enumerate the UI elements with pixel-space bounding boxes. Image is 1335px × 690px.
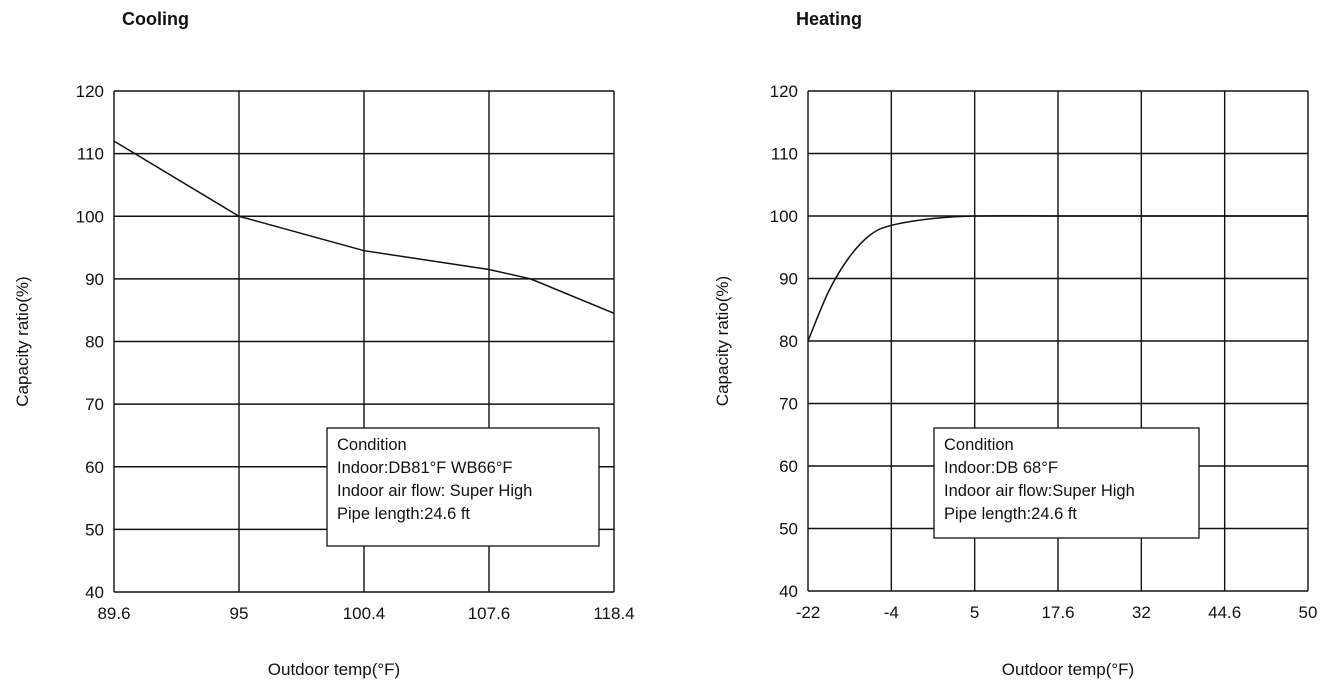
- heating-xtick-label: 5: [970, 603, 979, 622]
- cooling-xtick-label: 89.6: [97, 604, 130, 623]
- cooling-condition-box: [326, 427, 600, 547]
- heating-ytick-label: 70: [779, 395, 798, 414]
- cooling-ytick-label: 110: [77, 145, 104, 164]
- heating-ytick-label: 90: [779, 270, 798, 289]
- cooling-ytick-label: 90: [85, 270, 104, 289]
- heating-condition-line: Indoor air flow:Super High: [944, 482, 1135, 500]
- heating-y-axis-label: Capacity ratio(%): [713, 276, 732, 406]
- cooling-x-axis-label: Outdoor temp(°F): [268, 660, 400, 679]
- cooling-xtick-label: 107.6: [468, 604, 511, 623]
- heating-condition-line: Indoor:DB 68°F: [944, 459, 1058, 477]
- heating-ytick-label: 60: [779, 457, 798, 476]
- heating-x-axis-label: Outdoor temp(°F): [1002, 660, 1134, 679]
- cooling-condition-line: Condition: [337, 436, 407, 454]
- heating-ytick-label: 120: [770, 82, 798, 101]
- cooling-ytick-label: 80: [85, 333, 104, 352]
- cooling-ytick-label: 50: [85, 520, 104, 539]
- cooling-series-line-0: [113, 140, 615, 315]
- cooling-xtick-label: 100.4: [343, 604, 386, 623]
- cooling-condition-line: Indoor air flow: Super High: [337, 482, 532, 500]
- cooling-ytick-label: 120: [76, 82, 104, 101]
- cooling-title: Cooling: [122, 9, 189, 29]
- heating-series-line-0: [807, 215, 1308, 342]
- heating-condition-line: Condition: [944, 436, 1014, 454]
- heating-chart: Heating 40 50 60 70 80 90 100 110 120 -22 -4 5 17.6 32…: [713, 9, 1317, 679]
- cooling-condition-line: Indoor:DB81°F WB66°F: [337, 459, 513, 477]
- heating-xtick-label: 17.6: [1041, 603, 1074, 622]
- cooling-xtick-label: 118.4: [593, 604, 634, 623]
- heating-condition-line: Pipe length:24.6 ft: [944, 505, 1077, 523]
- cooling-xtick-label: 95: [230, 604, 249, 623]
- cooling-ytick-label: 100: [76, 207, 104, 226]
- cooling-y-axis-label: Capacity ratio(%): [13, 276, 32, 406]
- heating-xtick-label: -4: [884, 603, 899, 622]
- heating-ytick-label: 40: [779, 582, 798, 601]
- cooling-ytick-label: 40: [85, 583, 104, 602]
- cooling-ytick-label: 60: [85, 458, 104, 477]
- heating-xtick-label: 50: [1299, 603, 1318, 622]
- heating-title: Heating: [796, 9, 862, 29]
- heating-ytick-label: 110: [771, 145, 798, 164]
- cooling-condition-line: Pipe length:24.6 ft: [337, 505, 470, 523]
- heating-xtick-label: 32: [1132, 603, 1151, 622]
- heating-xtick-label: 44.6: [1208, 603, 1241, 622]
- heating-xtick-label: -22: [796, 603, 821, 622]
- cooling-chart: Cooling 40 50 60 70 80 90 100 110 120 89.6 95 100.4 1…: [13, 9, 635, 679]
- heating-ytick-label: 80: [779, 332, 798, 351]
- heating-ytick-label: 100: [770, 207, 798, 226]
- heating-condition-box: [933, 427, 1200, 539]
- heating-ytick-label: 50: [779, 520, 798, 539]
- cooling-ytick-label: 70: [85, 395, 104, 414]
